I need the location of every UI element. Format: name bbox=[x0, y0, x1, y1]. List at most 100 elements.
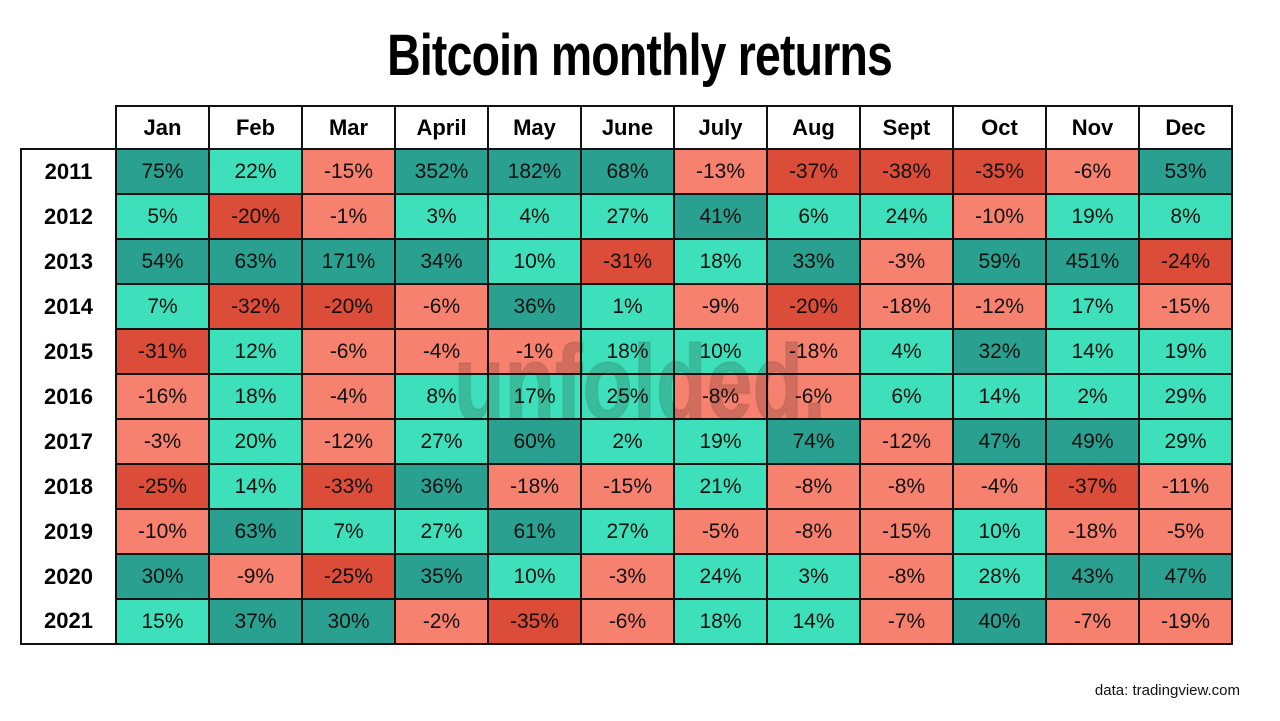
return-cell: 53% bbox=[1138, 148, 1233, 195]
return-cell: -18% bbox=[859, 283, 954, 330]
year-row: 2016 -16% 18% -4% 8% 17% 25% -8% -6% 6% 14% 2% 29% bbox=[20, 373, 1233, 420]
return-cell: 27% bbox=[580, 508, 675, 555]
return-cell: -15% bbox=[859, 508, 954, 555]
heatmap-body: 2011 75% 22% -15% 352% 182% 68% -13% -37% -38% -35… bbox=[20, 148, 1233, 645]
return-cell: 21% bbox=[673, 463, 768, 510]
monthly-returns-heatmap: Jan Feb Mar April May June July Aug Sept Oct Nov De… bbox=[20, 105, 1233, 645]
return-cell: -10% bbox=[115, 508, 210, 555]
return-cell: -32% bbox=[208, 283, 303, 330]
return-cell: 68% bbox=[580, 148, 675, 195]
return-cell: -1% bbox=[487, 328, 582, 375]
year-row: 2021 15% 37% 30% -2% -35% -6% 18% 14% -7% 40% -7% -1… bbox=[20, 598, 1233, 645]
return-cell: 47% bbox=[952, 418, 1047, 465]
return-cell: 36% bbox=[487, 283, 582, 330]
return-cell: -35% bbox=[487, 598, 582, 645]
return-cell: -35% bbox=[952, 148, 1047, 195]
return-cell: 7% bbox=[115, 283, 210, 330]
return-cell: 19% bbox=[1138, 328, 1233, 375]
return-cell: -25% bbox=[301, 553, 396, 600]
return-cell: 59% bbox=[952, 238, 1047, 285]
return-cell: 19% bbox=[1045, 193, 1140, 240]
month-header-row: Jan Feb Mar April May June July Aug Sept Oct Nov De… bbox=[21, 105, 1233, 150]
return-cell: 10% bbox=[673, 328, 768, 375]
return-cell: 27% bbox=[580, 193, 675, 240]
return-cell: 20% bbox=[208, 418, 303, 465]
data-source-note: data: tradingview.com bbox=[1094, 682, 1240, 699]
return-cell: -3% bbox=[115, 418, 210, 465]
return-cell: 28% bbox=[952, 553, 1047, 600]
return-cell: -12% bbox=[301, 418, 396, 465]
return-cell: 43% bbox=[1045, 553, 1140, 600]
return-cell: 4% bbox=[487, 193, 582, 240]
return-cell: 4% bbox=[859, 328, 954, 375]
return-cell: 30% bbox=[301, 598, 396, 645]
return-cell: 12% bbox=[208, 328, 303, 375]
year-label: 2018 bbox=[20, 464, 116, 509]
return-cell: 36% bbox=[394, 463, 489, 510]
month-header: Mar bbox=[301, 105, 396, 150]
return-cell: 24% bbox=[859, 193, 954, 240]
month-header: Aug bbox=[766, 105, 861, 150]
month-header: July bbox=[673, 105, 768, 150]
return-cell: -8% bbox=[859, 463, 954, 510]
return-cell: -8% bbox=[859, 553, 954, 600]
return-cell: -6% bbox=[1045, 148, 1140, 195]
return-cell: 22% bbox=[208, 148, 303, 195]
return-cell: 14% bbox=[766, 598, 861, 645]
return-cell: -5% bbox=[1138, 508, 1233, 555]
page-title: Bitcoin monthly returns bbox=[0, 22, 1280, 89]
return-cell: 3% bbox=[766, 553, 861, 600]
year-label: 2012 bbox=[20, 194, 116, 239]
return-cell: -19% bbox=[1138, 598, 1233, 645]
return-cell: -3% bbox=[580, 553, 675, 600]
return-cell: -16% bbox=[115, 373, 210, 420]
return-cell: -6% bbox=[301, 328, 396, 375]
year-row: 2011 75% 22% -15% 352% 182% 68% -13% -37% -38% -35… bbox=[20, 148, 1233, 195]
return-cell: 5% bbox=[115, 193, 210, 240]
return-cell: 10% bbox=[487, 238, 582, 285]
year-label: 2020 bbox=[20, 554, 116, 599]
return-cell: 63% bbox=[208, 238, 303, 285]
return-cell: 54% bbox=[115, 238, 210, 285]
return-cell: -10% bbox=[952, 193, 1047, 240]
return-cell: 75% bbox=[115, 148, 210, 195]
return-cell: 18% bbox=[580, 328, 675, 375]
return-cell: 49% bbox=[1045, 418, 1140, 465]
year-row: 2020 30% -9% -25% 35% 10% -3% 24% 3% -8% 28% 43% 47% bbox=[20, 553, 1233, 600]
month-header: Feb bbox=[208, 105, 303, 150]
return-cell: 182% bbox=[487, 148, 582, 195]
month-header: June bbox=[580, 105, 675, 150]
return-cell: 171% bbox=[301, 238, 396, 285]
return-cell: -9% bbox=[673, 283, 768, 330]
return-cell: 74% bbox=[766, 418, 861, 465]
return-cell: -2% bbox=[394, 598, 489, 645]
return-cell: -31% bbox=[115, 328, 210, 375]
return-cell: 27% bbox=[394, 418, 489, 465]
return-cell: -8% bbox=[673, 373, 768, 420]
month-header: Jan bbox=[115, 105, 210, 150]
return-cell: -20% bbox=[766, 283, 861, 330]
return-cell: 2% bbox=[580, 418, 675, 465]
return-cell: -18% bbox=[487, 463, 582, 510]
year-row: 2018 -25% 14% -33% 36% -18% -15% 21% -8% -8% -4% -3… bbox=[20, 463, 1233, 510]
return-cell: -1% bbox=[301, 193, 396, 240]
return-cell: 7% bbox=[301, 508, 396, 555]
return-cell: 352% bbox=[394, 148, 489, 195]
year-label: 2015 bbox=[20, 329, 116, 374]
month-header: Nov bbox=[1045, 105, 1140, 150]
return-cell: 60% bbox=[487, 418, 582, 465]
return-cell: -6% bbox=[580, 598, 675, 645]
year-row: 2017 -3% 20% -12% 27% 60% 2% 19% 74% -12% 47% 49% 29… bbox=[20, 418, 1233, 465]
return-cell: 15% bbox=[115, 598, 210, 645]
return-cell: 29% bbox=[1138, 418, 1233, 465]
return-cell: 8% bbox=[394, 373, 489, 420]
return-cell: 61% bbox=[487, 508, 582, 555]
return-cell: 37% bbox=[208, 598, 303, 645]
return-cell: 10% bbox=[952, 508, 1047, 555]
return-cell: 14% bbox=[952, 373, 1047, 420]
return-cell: 2% bbox=[1045, 373, 1140, 420]
month-header: Oct bbox=[952, 105, 1047, 150]
return-cell: -24% bbox=[1138, 238, 1233, 285]
return-cell: 18% bbox=[208, 373, 303, 420]
